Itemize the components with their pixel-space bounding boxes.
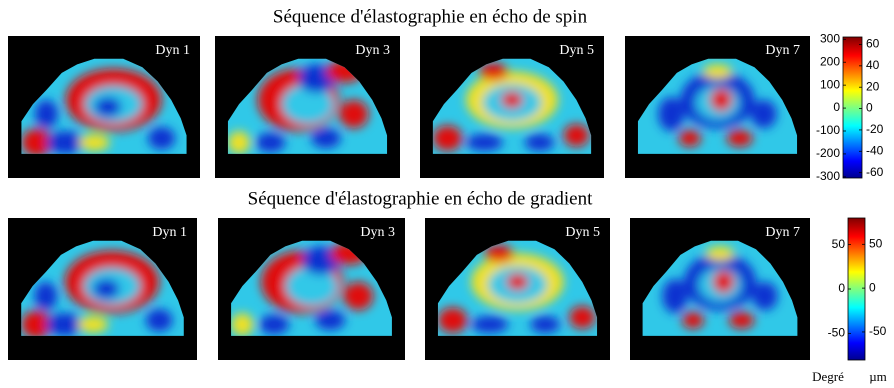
elastogram-blobs	[658, 64, 777, 147]
elastogram-blob	[506, 273, 529, 291]
elastogram-blobs	[432, 62, 590, 152]
panel-label: Dyn 7	[765, 225, 800, 240]
colorbar-tick-label: 0	[866, 101, 873, 115]
colorbar-tick-label: 50	[869, 236, 883, 250]
colorbar-tick-label: -40	[866, 143, 884, 157]
map-panel: Dyn 1	[8, 218, 197, 360]
elastogram-blobs	[227, 60, 369, 154]
panel-label: Dyn 7	[765, 43, 800, 58]
elastogram-blob	[21, 128, 53, 154]
colorbar-tick-label: 200	[820, 54, 840, 68]
unit-label: Degré	[812, 369, 844, 384]
elastogram-blob	[563, 124, 590, 147]
panel-label: Dyn 3	[360, 225, 395, 240]
elastogram-blob	[281, 84, 334, 125]
elastogram-blob	[21, 310, 52, 336]
elastogram-blob	[315, 310, 346, 331]
colorbar-tick-label: 0	[833, 100, 840, 114]
elastogram-blob	[678, 129, 701, 147]
elastogram-blob	[311, 128, 341, 149]
colorbar-tick-label: -60	[866, 165, 884, 179]
colorbar-tick-label: -50	[828, 326, 846, 340]
elastogram-blobs	[21, 68, 176, 154]
colorbar-tick-label: -50	[869, 324, 887, 338]
elastogram-blob	[432, 125, 463, 152]
elastogram-blob	[478, 62, 509, 81]
colorbar-tick-label: 60	[866, 37, 880, 51]
panel-label: Dyn 3	[355, 43, 390, 58]
elastogram-blob	[466, 133, 503, 152]
elastogram-blobs	[437, 244, 596, 334]
map-panel: Dyn 1	[8, 36, 200, 178]
elastogram	[432, 58, 592, 154]
panel-label: Dyn 5	[559, 43, 594, 58]
map-panel: Dyn 7	[630, 218, 810, 360]
panel-label: Dyn 1	[155, 43, 190, 58]
section-title: Séquence d'élastographie en écho de spin	[273, 6, 588, 27]
elastogram-blob	[46, 131, 85, 154]
elastogram-blob	[710, 88, 733, 112]
colorbar	[842, 36, 863, 179]
map-panel: Dyn 3	[215, 36, 400, 178]
elastogram-blob	[285, 266, 338, 307]
unit-label: µm	[869, 369, 887, 384]
elastogram-blob	[569, 306, 596, 329]
elastogram-blob	[658, 97, 685, 132]
elastogram-blob	[702, 64, 733, 79]
elastogram-blobs	[662, 246, 778, 329]
elastogram-blob	[752, 281, 778, 311]
map-panel: Dyn 3	[218, 218, 405, 360]
colorbar-tick-label: -300	[816, 169, 840, 183]
elastogram-blob	[338, 99, 369, 129]
colorbar-tick-label: 0	[869, 280, 876, 294]
elastogram-blob	[530, 315, 561, 334]
colorbar-tick-label: 300	[820, 31, 840, 45]
map-panel: Dyn 5	[420, 36, 604, 178]
elastogram-blob	[77, 315, 109, 334]
colorbar-tick-label: 40	[866, 58, 880, 72]
elastogram-blob	[45, 313, 84, 336]
elastogram-blob	[484, 244, 514, 263]
colorbar-tick-label: 50	[832, 237, 846, 251]
elastogram-blob	[729, 311, 755, 329]
section-title: Séquence d'élastographie en écho de grad…	[248, 188, 593, 209]
elastogram-blob	[471, 315, 509, 334]
elastogram	[437, 240, 598, 336]
colorbar-tick-label: 100	[820, 77, 840, 91]
elastogram-blob	[712, 270, 735, 294]
elastogram-blob	[259, 314, 290, 335]
elastogram-blob	[231, 313, 254, 336]
elastogram-blob	[93, 279, 120, 299]
elastogram-blob	[227, 131, 251, 154]
elastogram-blob	[302, 246, 340, 275]
elastogram-blob	[524, 133, 555, 152]
elastogram-blob	[145, 308, 173, 332]
elastogram-blob	[500, 91, 524, 109]
map-panel: Dyn 7	[625, 36, 810, 178]
elastogram-blob	[79, 133, 110, 152]
elastogram-blob	[662, 279, 688, 314]
colorbar-tick-label: 20	[866, 79, 880, 93]
colorbar-tick-label: -100	[816, 123, 840, 137]
elastogram-blob	[343, 281, 374, 311]
colorbar-tick-label: 0	[838, 281, 845, 295]
elastogram-blob	[750, 99, 777, 129]
panel-label: Dyn 5	[565, 225, 600, 240]
elastogram-blob	[148, 126, 176, 150]
elastogram-blob	[437, 307, 468, 334]
panel-label: Dyn 1	[152, 225, 187, 240]
elastogram-blobs	[21, 250, 173, 336]
map-panel: Dyn 5	[425, 218, 610, 360]
colorbar-tick-label: -20	[866, 122, 884, 136]
elastogram-blob	[94, 97, 122, 117]
colorbar-tick-label: -200	[816, 146, 840, 160]
elastogram-blob	[34, 281, 58, 311]
elastogram-blob	[34, 99, 58, 129]
elastogram-blob	[705, 246, 735, 261]
elastogram-blob	[726, 129, 753, 147]
elastogram-blob	[255, 132, 286, 153]
elastogram-blob	[682, 311, 704, 329]
